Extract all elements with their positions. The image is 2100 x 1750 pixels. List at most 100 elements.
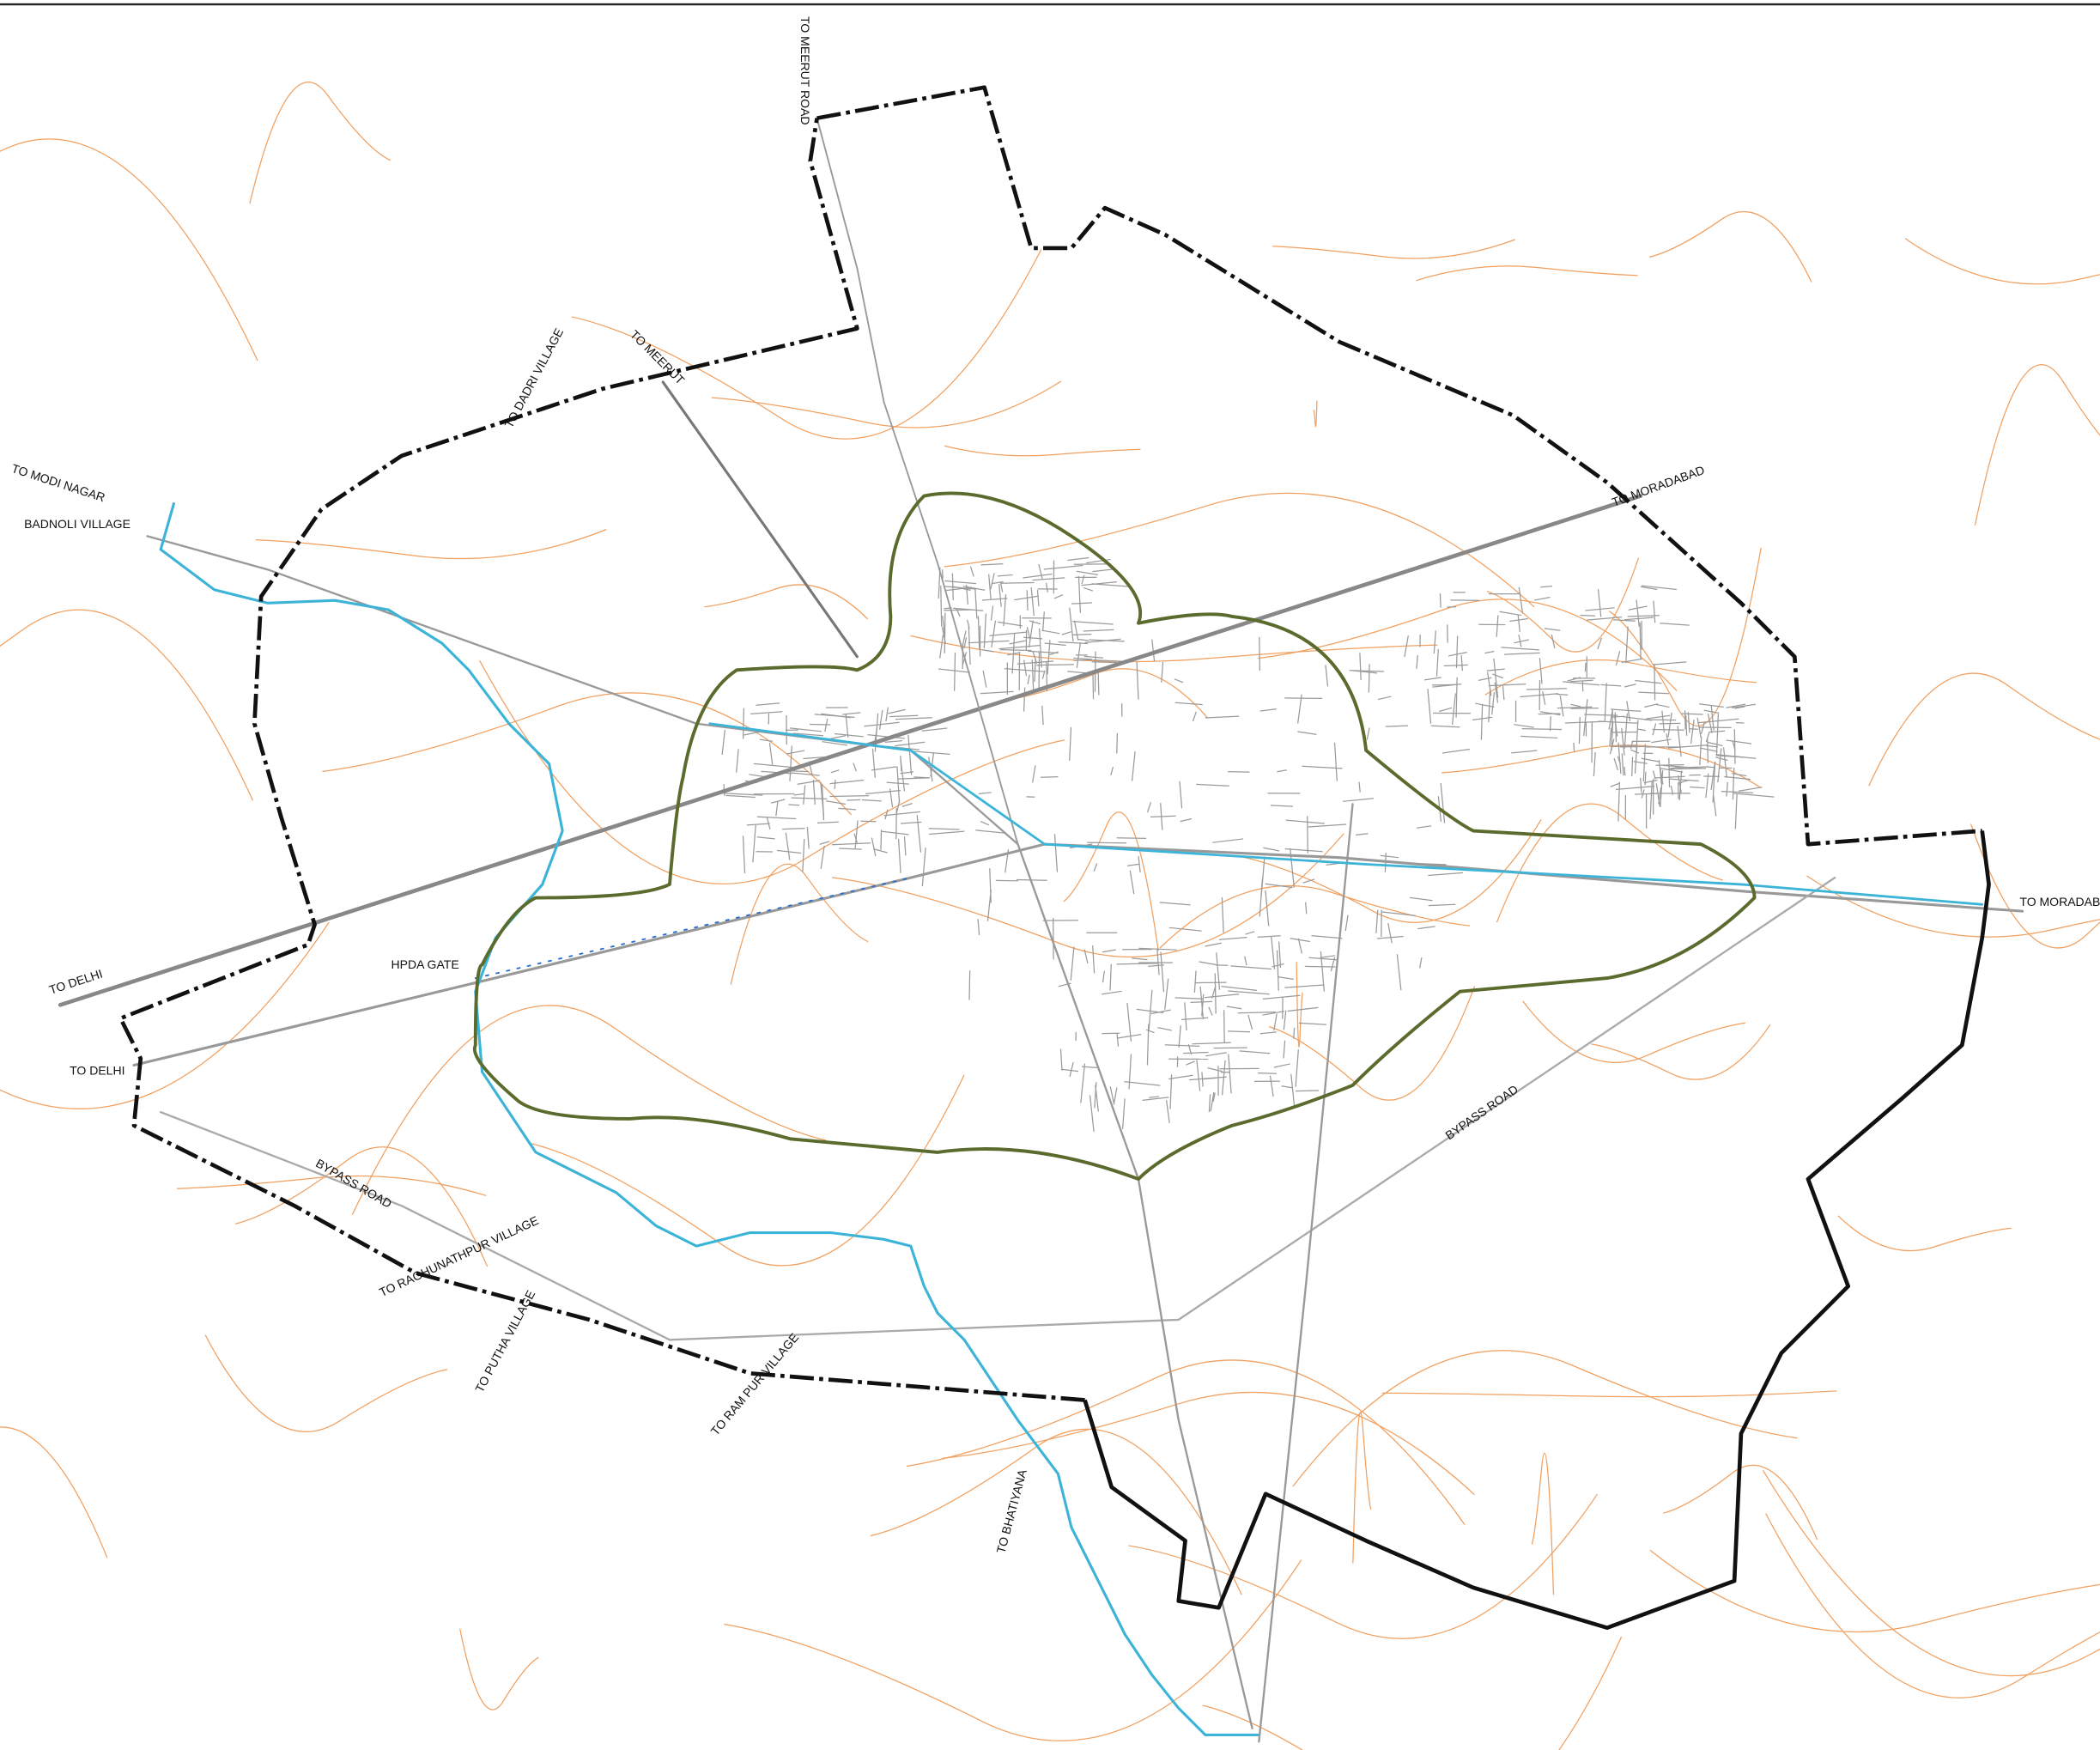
street — [1276, 950, 1279, 991]
street — [1136, 661, 1139, 700]
street — [1416, 825, 1432, 829]
street — [999, 582, 1004, 592]
street — [725, 794, 756, 799]
street — [839, 848, 862, 850]
street — [1244, 956, 1247, 966]
street — [1715, 714, 1720, 756]
street — [963, 637, 968, 649]
contour — [1762, 1470, 2100, 1677]
street — [1501, 647, 1539, 651]
street — [1124, 1081, 1161, 1086]
street — [812, 780, 816, 805]
street — [1597, 637, 1603, 650]
street — [1710, 705, 1715, 731]
street — [820, 781, 825, 817]
street — [871, 837, 877, 857]
street — [1380, 854, 1399, 859]
street — [838, 807, 857, 811]
street — [1615, 651, 1621, 665]
place-label: BYPASS ROAD — [1442, 1082, 1520, 1142]
street — [842, 712, 861, 715]
street — [1182, 1051, 1209, 1054]
street — [1041, 705, 1044, 726]
street — [1722, 747, 1727, 778]
street — [1023, 573, 1053, 579]
street — [789, 745, 792, 781]
contour — [1970, 823, 2100, 949]
street — [998, 644, 1041, 650]
street — [853, 833, 858, 843]
urban-boundary — [472, 491, 1757, 1182]
street — [1257, 935, 1281, 939]
street — [921, 727, 948, 732]
street — [1600, 684, 1622, 687]
street — [1259, 637, 1260, 671]
street — [1641, 586, 1658, 591]
street — [1612, 619, 1636, 622]
street — [1148, 989, 1153, 1031]
street — [1302, 765, 1343, 769]
street — [1003, 594, 1007, 627]
street — [1455, 635, 1459, 669]
contour — [944, 445, 1141, 457]
street — [1564, 720, 1605, 724]
street — [861, 799, 882, 802]
street — [943, 586, 977, 590]
street — [1004, 668, 1045, 672]
street — [1174, 702, 1203, 706]
municipal-boundary — [1083, 830, 1991, 1631]
street — [1116, 1032, 1120, 1047]
street — [1567, 677, 1581, 682]
street — [1649, 781, 1653, 820]
street — [938, 668, 971, 673]
street — [1304, 965, 1336, 968]
street — [803, 785, 806, 805]
street — [1710, 761, 1716, 790]
water-line — [474, 877, 912, 980]
street — [1678, 770, 1683, 800]
street — [1138, 855, 1141, 873]
street — [1205, 715, 1240, 719]
street — [1196, 783, 1229, 787]
street — [1297, 731, 1317, 735]
contour — [730, 863, 869, 985]
street — [1204, 993, 1240, 999]
street — [968, 626, 971, 665]
street — [1439, 593, 1441, 608]
street — [1023, 659, 1028, 677]
street — [897, 838, 901, 873]
road — [146, 535, 1019, 846]
street — [1611, 721, 1614, 737]
street — [965, 585, 968, 605]
street — [1423, 677, 1441, 681]
street — [1330, 957, 1336, 972]
street — [1517, 615, 1520, 632]
streets — [721, 556, 1775, 1133]
street — [1699, 747, 1718, 752]
street — [1514, 724, 1534, 728]
contour — [1352, 1411, 1372, 1564]
street — [867, 734, 905, 739]
street — [1259, 708, 1277, 712]
street — [1284, 848, 1323, 853]
street — [1717, 748, 1722, 783]
street — [900, 821, 922, 824]
street — [1290, 938, 1311, 943]
street — [1734, 794, 1738, 829]
street — [944, 580, 977, 585]
street — [1712, 761, 1716, 803]
street — [1609, 727, 1612, 747]
street — [1027, 674, 1030, 685]
street — [1205, 942, 1222, 947]
street — [1083, 949, 1089, 964]
street — [1635, 679, 1662, 684]
street — [1049, 651, 1059, 656]
contour — [1272, 239, 1515, 259]
place-label: BADNOLI VILLAGE — [24, 517, 130, 531]
street — [1598, 720, 1638, 724]
street — [997, 621, 1023, 627]
street — [1643, 779, 1658, 784]
street — [1502, 685, 1505, 701]
street — [1669, 766, 1678, 769]
